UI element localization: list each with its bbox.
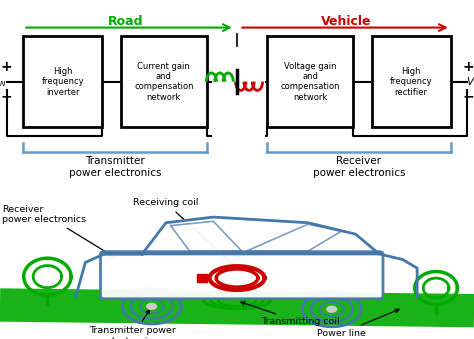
- Text: Receiving coil: Receiving coil: [133, 198, 234, 265]
- Text: Road: Road: [108, 15, 143, 28]
- Text: Voltage gain
and
compensation
network: Voltage gain and compensation network: [281, 62, 340, 102]
- Text: Transmitter power
electronics: Transmitter power electronics: [89, 310, 176, 339]
- Text: Transmitting coil: Transmitting coil: [241, 301, 339, 326]
- Text: Power line: Power line: [317, 309, 399, 338]
- Text: Transmitter
power electronics: Transmitter power electronics: [69, 156, 161, 178]
- Text: −: −: [0, 89, 12, 103]
- Text: $V_{IN}$: $V_{IN}$: [0, 75, 6, 88]
- Bar: [267, 36, 353, 127]
- Text: Receiver
power electronics: Receiver power electronics: [2, 204, 115, 257]
- Text: +: +: [462, 60, 474, 74]
- Bar: [197, 274, 207, 282]
- Text: Current gain
and
compensation
network: Current gain and compensation network: [134, 62, 193, 102]
- Circle shape: [327, 306, 337, 312]
- Text: $V_{OUT}$: $V_{OUT}$: [466, 75, 474, 88]
- Text: +: +: [0, 60, 12, 74]
- Polygon shape: [104, 217, 379, 254]
- FancyBboxPatch shape: [100, 252, 383, 299]
- Bar: [372, 36, 451, 127]
- Text: Receiver
power electronics: Receiver power electronics: [313, 156, 405, 178]
- Circle shape: [147, 303, 156, 309]
- Text: High
frequency
inverter: High frequency inverter: [42, 67, 84, 97]
- Text: Vehicle: Vehicle: [321, 15, 372, 28]
- Text: High
frequency
rectifier: High frequency rectifier: [390, 67, 432, 97]
- Bar: [121, 36, 207, 127]
- Text: −: −: [462, 89, 474, 103]
- Bar: [23, 36, 102, 127]
